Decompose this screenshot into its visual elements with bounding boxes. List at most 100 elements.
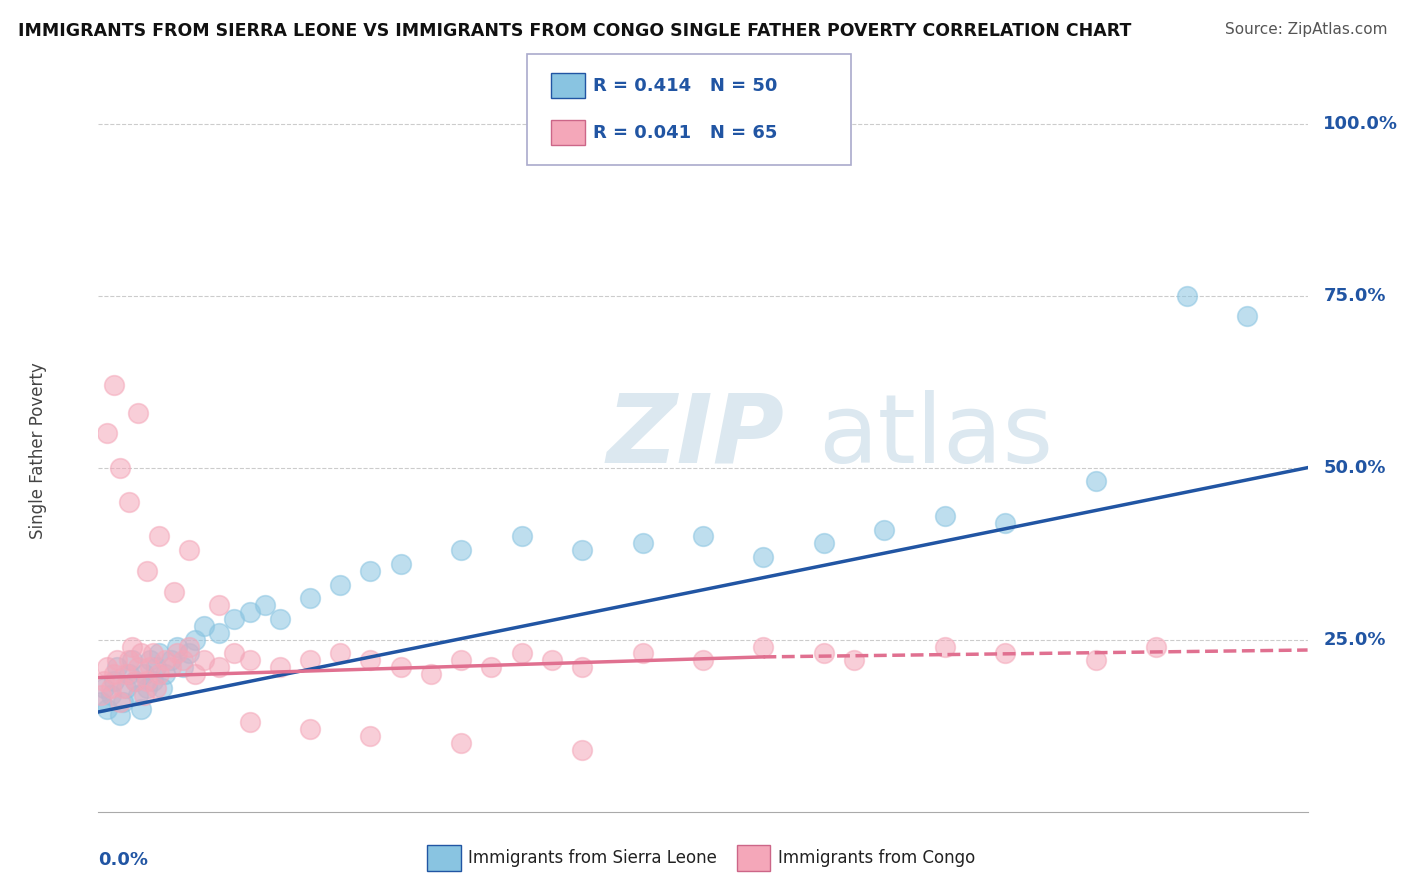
Point [329,577,352,591]
Point [239,653,262,667]
Point [135,681,157,695]
Text: Source: ZipAtlas.com: Source: ZipAtlas.com [1225,22,1388,37]
Point [329,647,352,661]
Point [90,688,112,702]
Text: Immigrants from Sierra Leone: Immigrants from Sierra Leone [468,849,717,867]
Point [132,667,155,681]
Point [145,660,167,674]
Text: IMMIGRANTS FROM SIERRA LEONE VS IMMIGRANTS FROM CONGO SINGLE FATHER POVERTY CORR: IMMIGRANTS FROM SIERRA LEONE VS IMMIGRAN… [18,22,1132,40]
Point [510,647,533,661]
Point [224,647,246,661]
Point [148,529,170,543]
Point [813,647,835,661]
Point [166,647,188,661]
Point [1175,288,1198,302]
Point [118,667,141,681]
Text: atlas: atlas [818,390,1053,483]
Point [994,516,1017,530]
Point [153,653,176,667]
Point [510,529,533,543]
Point [129,647,152,661]
Point [184,667,207,681]
Point [1146,640,1168,654]
Point [571,543,593,558]
Point [118,653,141,667]
Point [103,378,125,392]
Point [540,653,562,667]
Text: 100.0%: 100.0% [1323,114,1399,133]
Point [1085,653,1108,667]
Point [111,681,134,695]
Point [142,647,165,661]
Point [163,584,186,599]
Point [166,640,188,654]
Point [873,523,896,537]
Point [360,564,382,578]
Point [160,653,183,667]
Point [208,625,231,640]
Point [108,695,131,709]
Point [145,681,167,695]
Text: Immigrants from Congo: Immigrants from Congo [778,849,974,867]
Point [389,660,412,674]
Point [389,557,412,571]
Point [193,619,215,633]
Point [121,640,143,654]
Point [142,673,165,688]
Point [208,599,231,613]
Text: R = 0.414   N = 50: R = 0.414 N = 50 [593,77,778,95]
Point [934,508,956,523]
Point [631,647,654,661]
Point [360,729,382,743]
Point [121,653,143,667]
Point [450,543,472,558]
Text: 75.0%: 75.0% [1323,286,1386,305]
Point [481,660,503,674]
Point [100,688,122,702]
Point [90,695,112,709]
Point [208,660,231,674]
Point [571,743,593,757]
Point [108,460,131,475]
Point [127,406,149,420]
Point [103,667,125,681]
Text: ZIP: ZIP [606,390,785,483]
Point [844,653,866,667]
Point [571,660,593,674]
Point [127,688,149,702]
Point [994,647,1017,661]
Point [129,701,152,715]
Point [450,653,472,667]
Point [153,667,176,681]
Point [450,736,472,750]
Point [269,612,291,626]
Point [172,653,194,667]
Point [179,647,201,661]
Point [934,640,956,654]
Point [114,667,136,681]
Point [299,591,322,606]
Point [139,653,162,667]
Point [150,681,173,695]
Text: 0.0%: 0.0% [98,852,149,870]
Point [111,695,134,709]
Point [118,495,141,509]
Point [135,673,157,688]
Point [299,722,322,736]
Point [103,673,125,688]
Point [752,640,775,654]
Point [224,612,246,626]
Text: R = 0.041   N = 65: R = 0.041 N = 65 [593,124,778,142]
Point [179,640,201,654]
Point [96,426,118,441]
Point [124,673,146,688]
Point [692,529,714,543]
Point [108,708,131,723]
Text: 25.0%: 25.0% [1323,631,1386,648]
Point [172,660,194,674]
Point [184,632,207,647]
Point [692,653,714,667]
Point [105,660,128,674]
Point [360,653,382,667]
Point [299,653,322,667]
